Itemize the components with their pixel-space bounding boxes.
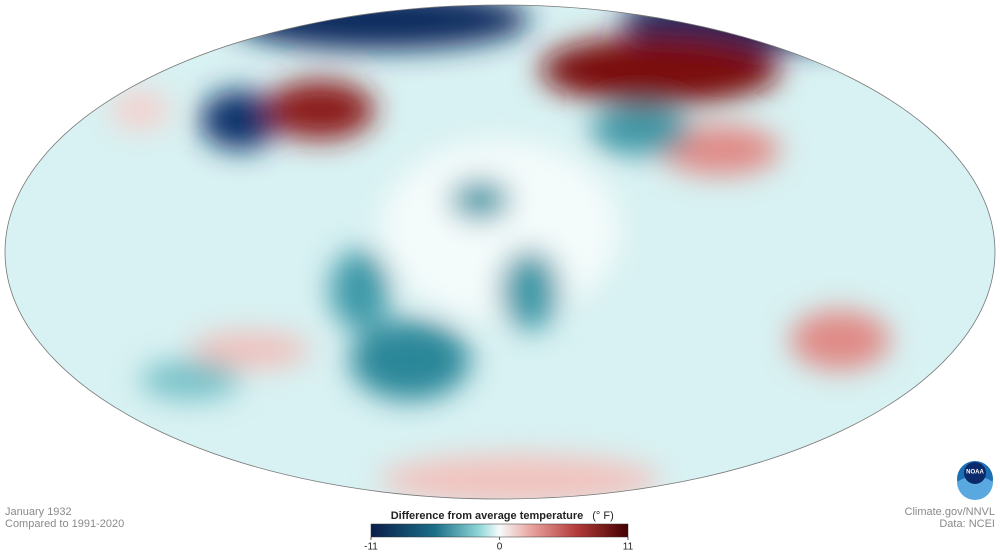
legend-ticks: -11 0 11 (364, 537, 634, 553)
source: Climate.gov/NNVL (905, 506, 995, 518)
legend-title: Difference from average temperature (391, 510, 584, 522)
color-scale (370, 523, 629, 538)
logo-text: NOAA (966, 470, 984, 476)
globe-outline (4, 4, 996, 500)
tick-label: 0 (497, 542, 503, 553)
tick-label: 11 (623, 542, 634, 553)
noaa-logo: NOAA (957, 461, 993, 500)
legend-unit: (° F) (592, 510, 614, 522)
data-credit: Data: NCEI (939, 518, 995, 530)
baseline: Compared to 1991-2020 (5, 518, 124, 530)
date: January 1932 (5, 506, 72, 518)
temperature-map (5, 5, 995, 499)
tick-label: -11 (364, 542, 378, 553)
